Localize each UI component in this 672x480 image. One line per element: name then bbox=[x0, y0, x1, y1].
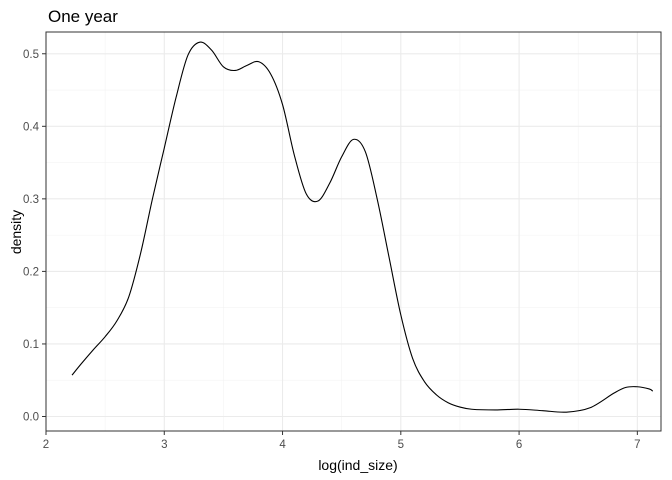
panel-border bbox=[45, 31, 662, 432]
y-axis-title: density bbox=[8, 210, 24, 254]
y-tick-label: 0.3 bbox=[23, 194, 39, 206]
y-tick-label: 0.4 bbox=[23, 121, 40, 133]
y-tick-label: 0.0 bbox=[23, 411, 39, 423]
y-tick-label: 0.1 bbox=[23, 339, 39, 351]
grid-minor bbox=[46, 32, 661, 431]
y-tick-label: 0.2 bbox=[23, 266, 39, 278]
density-curve bbox=[71, 41, 654, 413]
x-tick-label: 4 bbox=[279, 439, 286, 451]
x-tick-label: 3 bbox=[161, 439, 167, 451]
chart-title: One year bbox=[48, 7, 118, 26]
x-axis: 2 3 4 5 6 7 bbox=[43, 431, 641, 451]
y-tick-label: 0.5 bbox=[23, 49, 39, 61]
x-tick-label: 5 bbox=[398, 439, 404, 451]
x-axis-title: log(ind_size) bbox=[318, 457, 397, 473]
y-axis: 0.0 0.1 0.2 0.3 0.4 0.5 bbox=[23, 49, 46, 423]
x-tick-label: 2 bbox=[43, 439, 49, 451]
x-tick-label: 6 bbox=[516, 439, 522, 451]
grid-major bbox=[45, 32, 661, 431]
x-tick-label: 7 bbox=[634, 439, 640, 451]
